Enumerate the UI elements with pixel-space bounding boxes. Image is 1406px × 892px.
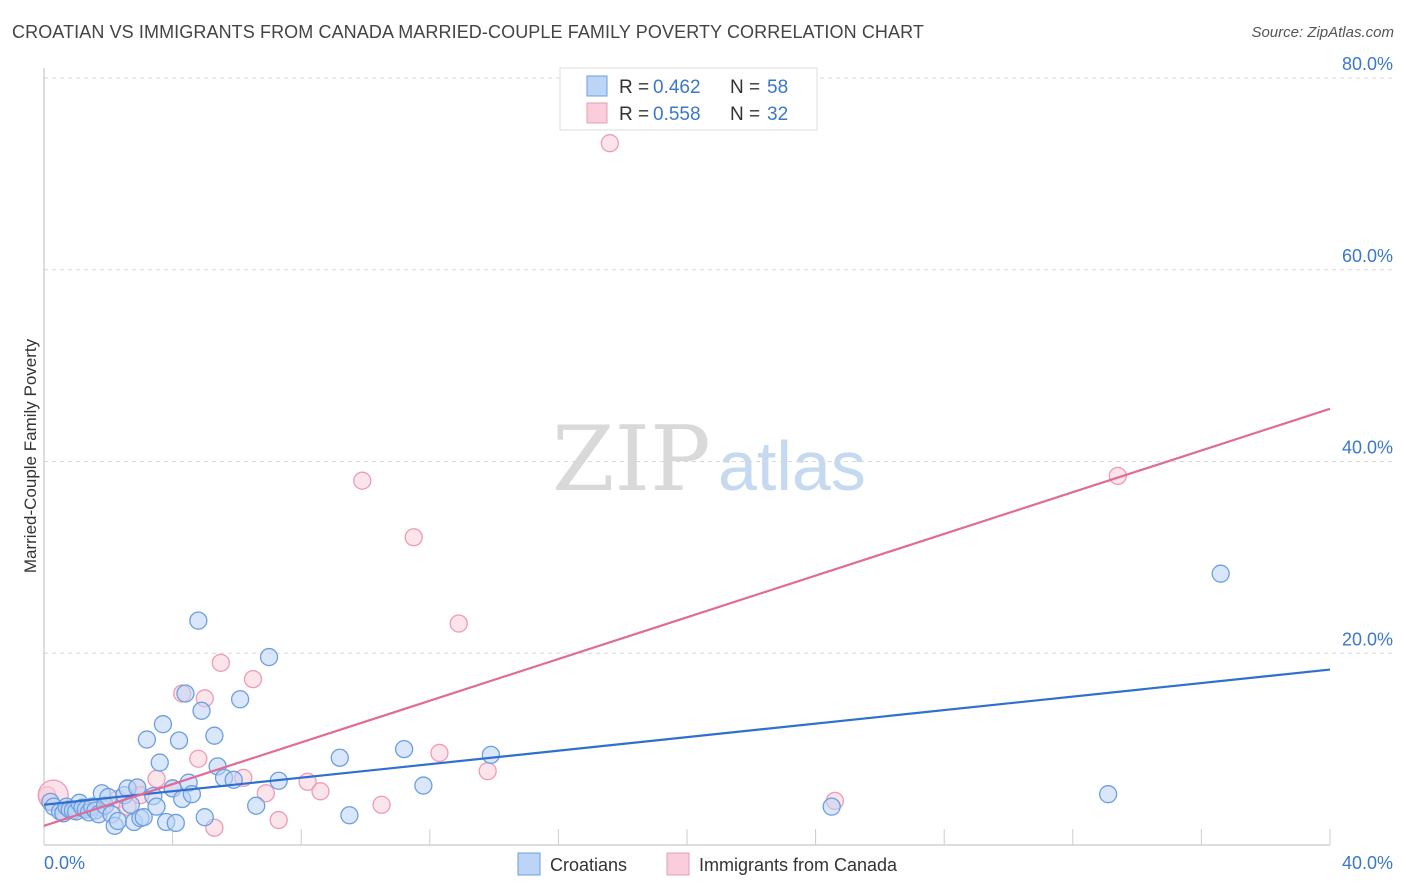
data-point-croatians <box>247 796 266 815</box>
data-point-immigrants-from-canada <box>189 749 208 768</box>
bottom-legend-label-immigrants: Immigrants from Canada <box>699 855 898 875</box>
legend-n-label-immigrants: N = <box>730 104 760 125</box>
data-point-immigrants-from-canada <box>478 762 497 781</box>
y-tick-label: 80.0% <box>1342 54 1393 74</box>
bottom-legend-label-croatians: Croatians <box>550 855 627 875</box>
bottom-legend-swatch-croatians <box>517 852 541 876</box>
data-point-croatians <box>481 745 501 765</box>
legend-swatch-immigrants <box>586 102 608 124</box>
y-tick-labels: 20.0% 40.0% 60.0% 80.0% <box>1342 54 1393 649</box>
y-tick-label: 40.0% <box>1342 438 1393 458</box>
data-point-immigrants-from-canada <box>372 795 391 814</box>
data-point-croatians <box>340 806 359 825</box>
data-point-immigrants-from-canada <box>311 782 330 801</box>
data-point-croatians <box>147 797 166 816</box>
y-tick-label: 20.0% <box>1342 629 1393 649</box>
bottom-legend-swatch-immigrants <box>666 852 690 876</box>
data-point-croatians <box>150 753 169 772</box>
y-axis-title: Married-Couple Family Poverty <box>21 338 40 573</box>
data-point-immigrants-from-canada <box>353 471 372 490</box>
data-point-croatians <box>330 748 349 767</box>
data-point-croatians <box>153 715 173 734</box>
y-tick-label: 60.0% <box>1342 246 1393 266</box>
data-point-croatians <box>394 739 414 759</box>
data-point-immigrants-from-canada <box>147 769 166 788</box>
data-point-croatians <box>134 808 153 827</box>
data-point-immigrants-from-canada <box>269 810 288 830</box>
legend-n-value-croatians: 58 <box>767 77 788 98</box>
legend-r-value-croatians: 0.462 <box>653 77 701 98</box>
correlation-legend: R = 0.462 N = 58 R = 0.558 N = 32 <box>559 67 818 131</box>
gridlines <box>44 77 1393 654</box>
data-point-immigrants-from-canada <box>243 669 263 689</box>
data-point-croatians <box>1099 785 1118 804</box>
data-point-croatians <box>108 811 128 831</box>
data-point-croatians <box>414 776 433 795</box>
data-point-immigrants-from-canada <box>430 743 449 763</box>
x-tick-label-min: 0.0% <box>44 853 85 873</box>
data-point-croatians <box>230 690 250 709</box>
data-point-croatians <box>1211 564 1230 583</box>
data-point-croatians <box>166 813 185 833</box>
data-point-immigrants-from-canada <box>449 614 468 633</box>
data-point-immigrants-from-canada <box>600 134 619 153</box>
data-point-croatians <box>192 701 211 720</box>
trend-lines <box>43 407 1331 827</box>
legend-swatch-croatians <box>586 75 608 97</box>
data-point-croatians <box>822 797 841 816</box>
data-point-croatians <box>259 647 279 667</box>
data-point-immigrants-from-canada <box>211 653 230 672</box>
legend-n-label-croatians: N = <box>730 77 760 98</box>
legend-r-label-immigrants: R = <box>619 104 649 125</box>
watermark-atlas: atlas <box>718 427 866 505</box>
legend-n-value-immigrants: 32 <box>767 104 788 125</box>
data-point-croatians <box>176 684 195 703</box>
legend-r-value-immigrants: 0.558 <box>653 104 701 125</box>
legend-r-label-croatians: R = <box>619 77 649 98</box>
data-point-croatians <box>195 808 214 827</box>
data-point-croatians <box>205 726 224 745</box>
chart-title: CROATIAN VS IMMIGRANTS FROM CANADA MARRI… <box>12 22 924 42</box>
data-point-immigrants-from-canada <box>404 528 423 547</box>
data-point-croatians <box>137 730 157 749</box>
watermark-zip: ZIP <box>552 407 711 512</box>
data-point-croatians <box>169 731 189 750</box>
series-legend: Croatians Immigrants from Canada <box>517 852 898 876</box>
source-credit: Source: ZipAtlas.com <box>1251 24 1394 41</box>
trend-line-croatians <box>43 668 1331 806</box>
x-tick-label-max: 40.0% <box>1342 853 1393 873</box>
x-minor-ticks <box>43 829 1331 845</box>
data-point-immigrants-from-canada <box>256 784 275 803</box>
trend-line-immigrants <box>43 407 1331 827</box>
data-point-croatians <box>189 611 208 630</box>
